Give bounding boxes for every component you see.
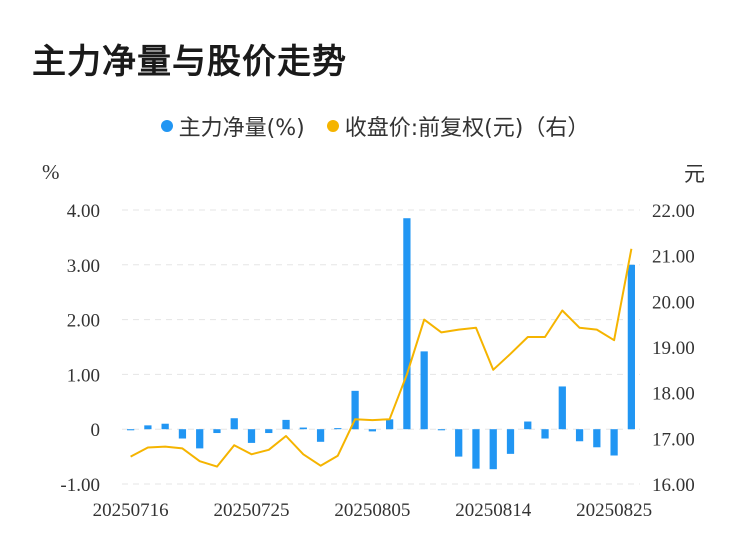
x-tick-label: 20250716 (93, 500, 169, 521)
chart-title: 主力净量与股价走势 (32, 42, 347, 82)
net-flow-bar (144, 425, 152, 430)
net-flow-bar (420, 351, 428, 430)
net-flow-bar (403, 218, 411, 430)
net-flow-bar (351, 390, 359, 430)
net-flow-bar (299, 427, 307, 430)
net-flow-bar (282, 419, 290, 430)
legend-item-net-flow[interactable]: 主力净量(%) (160, 110, 305, 142)
net-flow-bar (472, 429, 480, 469)
net-flow-bar (386, 419, 394, 430)
net-flow-bar (489, 429, 497, 470)
y-left-tick-label: 3.00 (67, 256, 100, 277)
left-axis-unit: % (42, 160, 60, 184)
net-flow-bar (455, 429, 463, 457)
x-tick-label: 20250814 (455, 500, 532, 521)
legend-label-net-flow: 主力净量(%) (178, 116, 305, 141)
y-left-tick-label: 2.00 (67, 311, 100, 332)
net-flow-bar (213, 429, 221, 434)
net-flow-bar (506, 429, 515, 454)
y-right-tick-label: 18.00 (652, 384, 695, 405)
legend: 主力净量(%) 收盘价:前复权(元)（右） (0, 110, 750, 142)
net-flow-bar (127, 429, 135, 431)
x-tick-label: 20250825 (576, 500, 652, 521)
net-flow-bar (178, 429, 187, 439)
y-left-tick-label: 4.00 (67, 201, 100, 222)
net-flow-bar (541, 429, 549, 439)
net-flow-bar (196, 429, 204, 449)
legend-line-marker (326, 120, 339, 132)
x-tick-label: 20250805 (334, 500, 410, 521)
close-price-line (130, 248, 633, 468)
y-right-tick-label: 20.00 (652, 292, 695, 313)
net-flow-bar (265, 429, 273, 434)
net-flow-bar (161, 423, 169, 430)
legend-item-close-price[interactable]: 收盘价:前复权(元)（右） (326, 110, 590, 142)
y-right-tick-label: 17.00 (652, 429, 695, 450)
y-right-tick-label: 19.00 (652, 338, 695, 359)
net-flow-bar (610, 429, 618, 456)
y-left-tick-label: 0 (91, 420, 101, 441)
y-right-tick-label: 21.00 (652, 247, 695, 268)
y-left-tick-label: 1.00 (67, 365, 100, 386)
x-tick-label: 20250725 (214, 500, 290, 521)
y-right-tick-label: 22.00 (652, 201, 695, 222)
net-flow-bar (368, 429, 376, 432)
net-flow-bar (437, 429, 446, 431)
net-flow-bar (593, 429, 601, 448)
legend-label-close-price: 收盘价:前复权(元)（右） (344, 116, 590, 141)
legend-bar-marker (160, 120, 173, 132)
net-flow-bar (230, 418, 238, 430)
net-flow-bar (316, 429, 325, 442)
net-flow-bar (524, 421, 532, 430)
net-flow-bar (247, 429, 256, 443)
net-flow-bar (575, 429, 584, 442)
y-right-tick-label: 16.00 (652, 475, 695, 496)
net-flow-bar (558, 386, 566, 430)
y-left-tick-label: -1.00 (60, 475, 100, 496)
right-axis-unit: 元 (684, 162, 705, 186)
net-flow-bar (627, 264, 635, 430)
net-flow-bar (334, 428, 342, 430)
